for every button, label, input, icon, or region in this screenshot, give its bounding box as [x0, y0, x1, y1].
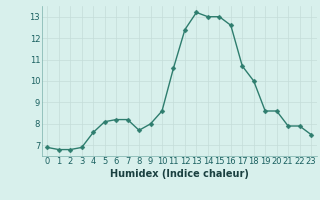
X-axis label: Humidex (Indice chaleur): Humidex (Indice chaleur)	[110, 169, 249, 179]
